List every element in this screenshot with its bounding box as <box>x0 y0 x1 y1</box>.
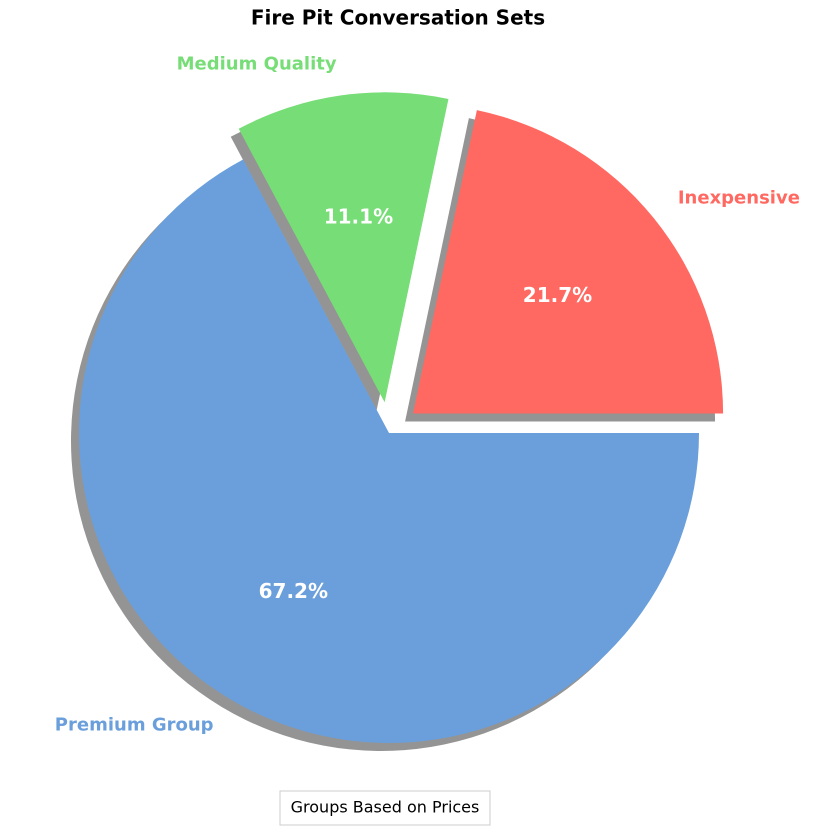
wedge <box>413 110 724 414</box>
category-label: Premium Group <box>55 714 214 735</box>
wedge <box>79 159 700 743</box>
legend-title: Groups Based on Prices <box>291 798 480 817</box>
chart-title: Fire Pit Conversation Sets <box>251 6 545 30</box>
value-label: 11.1% <box>324 205 393 229</box>
wedge <box>238 92 449 403</box>
value-label: 21.7% <box>523 283 592 307</box>
legend-box <box>279 790 491 826</box>
category-label: Medium Quality <box>177 54 337 75</box>
category-label: Inexpensive <box>678 188 800 209</box>
value-label: 67.2% <box>259 579 328 603</box>
